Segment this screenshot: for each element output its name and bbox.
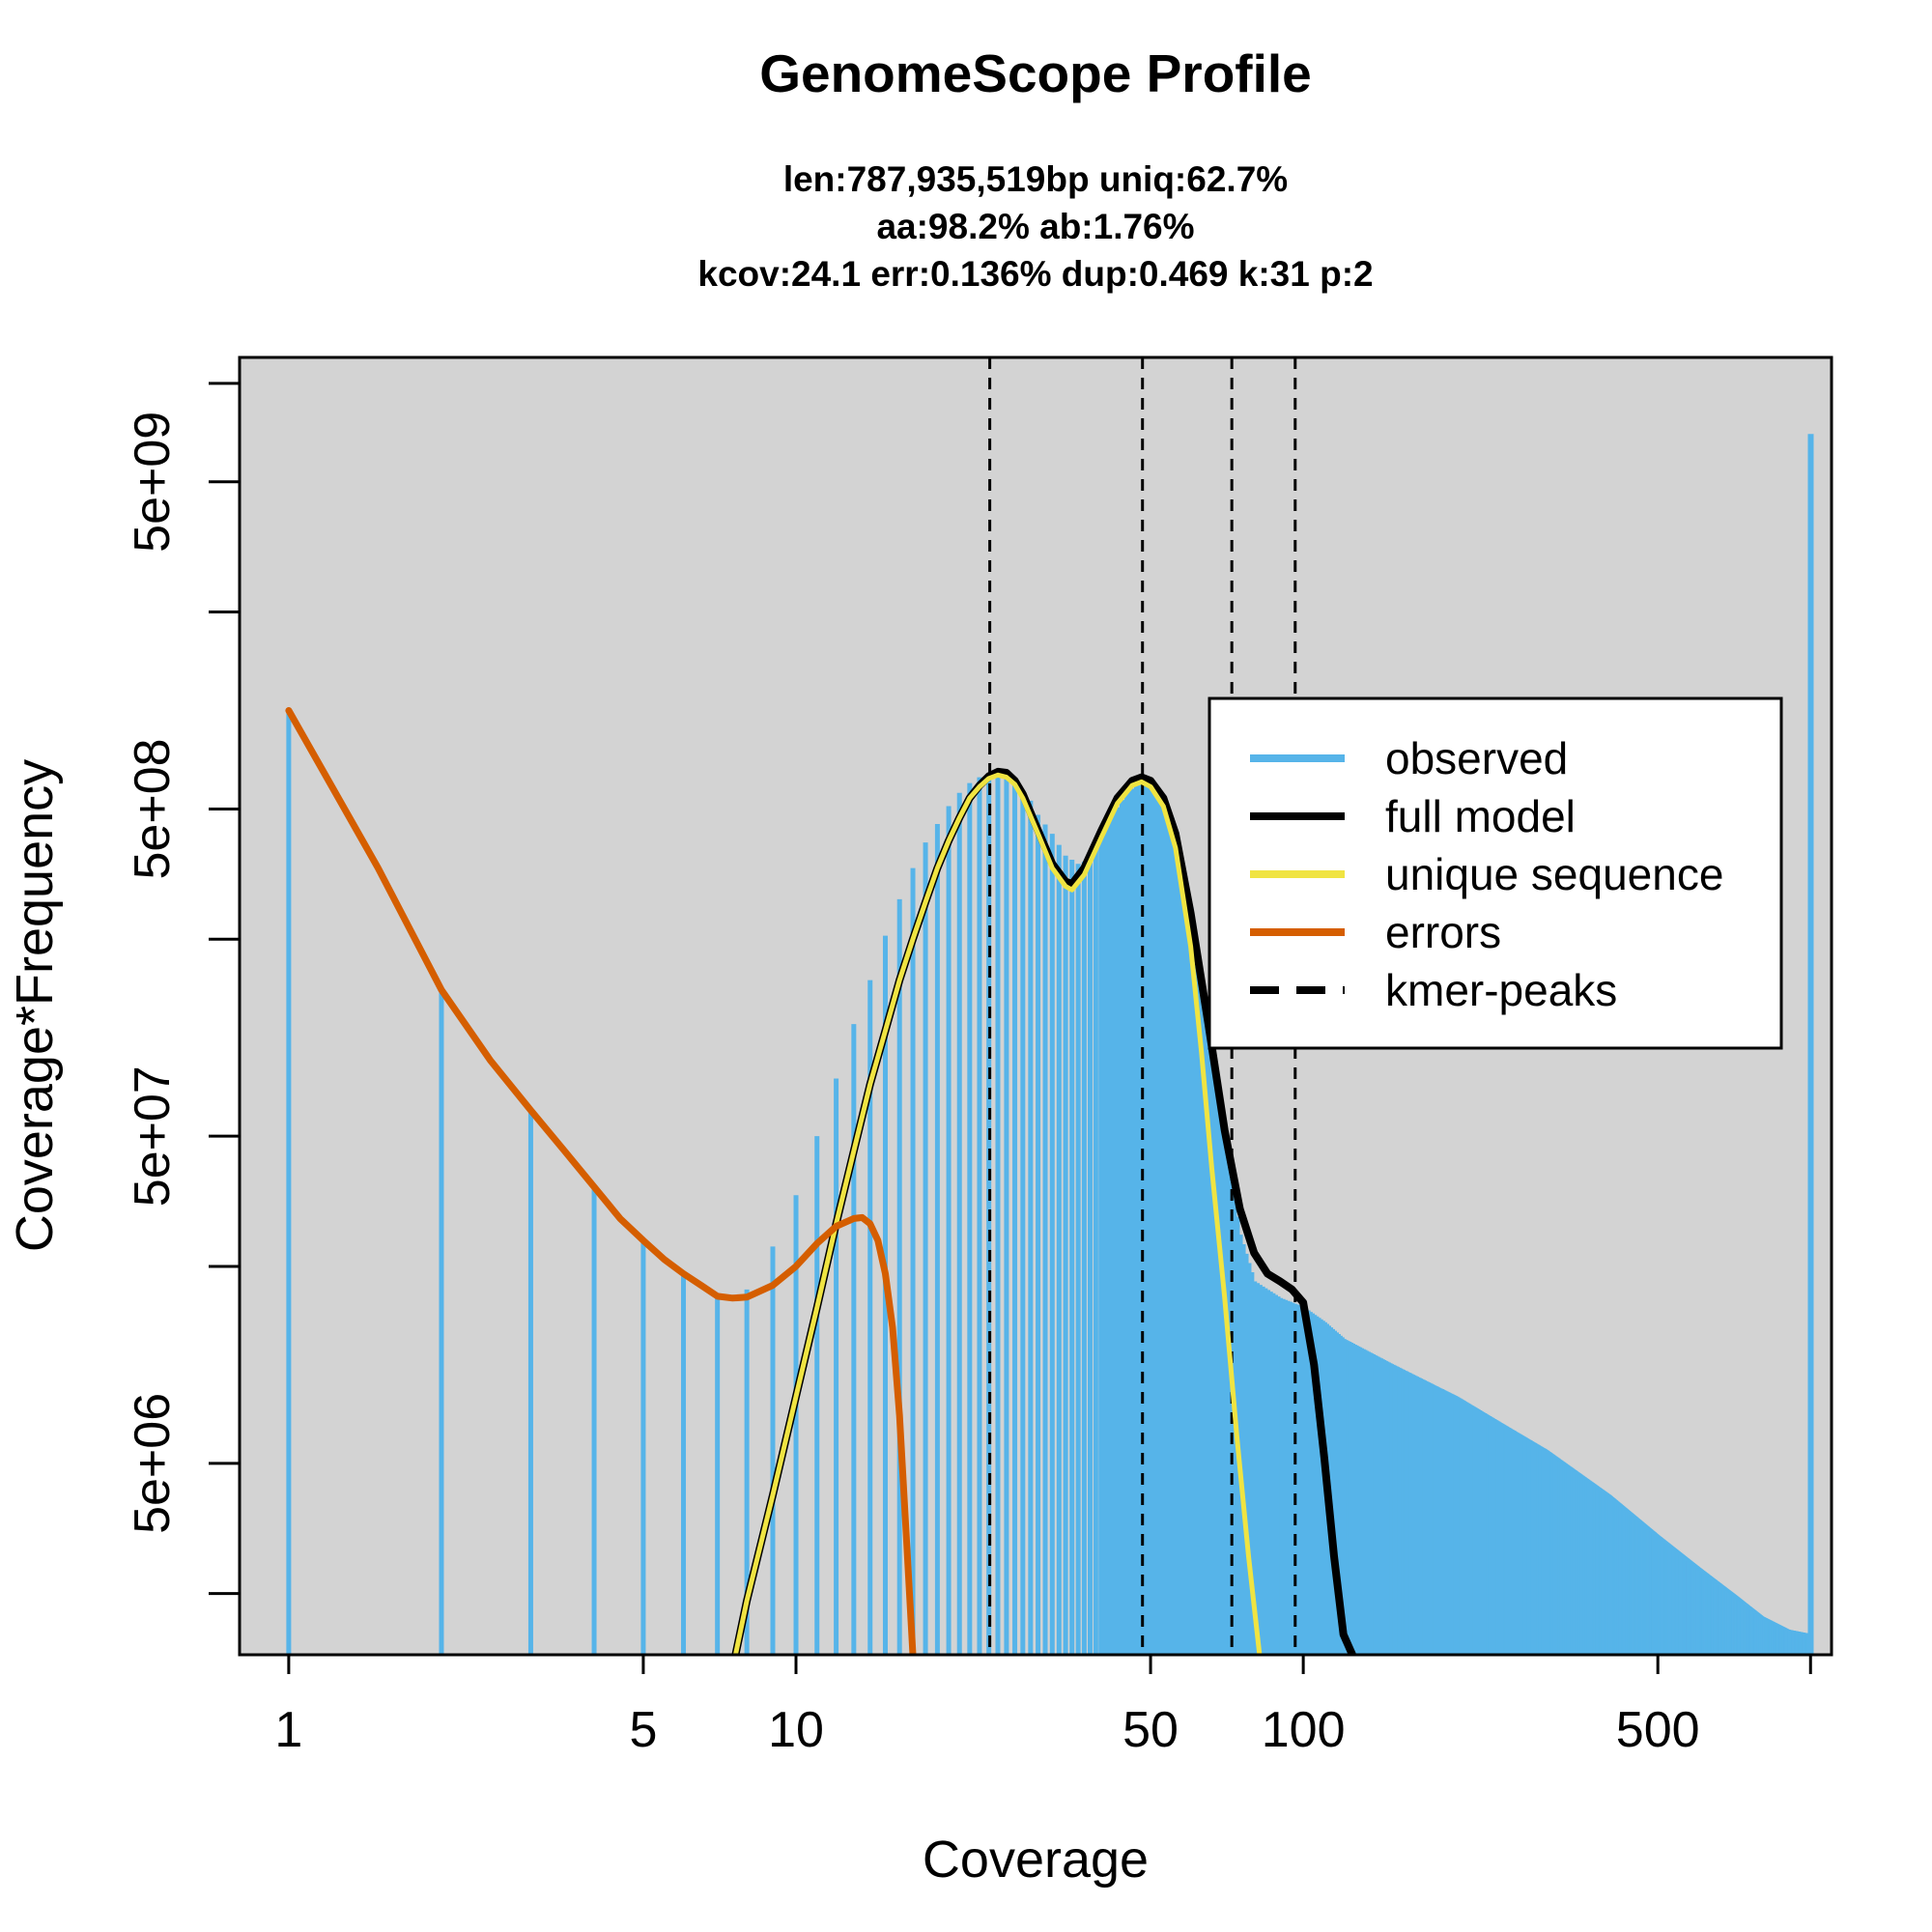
unique-sequence-curve: [732, 772, 1263, 1655]
legend-label: kmer-peaks: [1385, 965, 1617, 1015]
plot-frame: [238, 355, 1833, 1657]
legend-label: unique sequence: [1385, 849, 1723, 899]
model-curves: [285, 707, 1356, 1655]
y-axis-title: Coverage*Frequency: [6, 759, 64, 1252]
y-tick-label: 5e+09: [125, 412, 181, 553]
y-tick-label: 5e+06: [125, 1393, 181, 1534]
chart-title: GenomeScope Profile: [759, 43, 1312, 103]
x-tick-label: 1: [274, 1702, 302, 1758]
observed-series: [286, 434, 1814, 1655]
x-axis: 1 5 10 50 100 500: [274, 1655, 1812, 1758]
y-tick-label: 5e+07: [125, 1065, 181, 1207]
chart-subtitle-line-1: len:787,935,519bp uniq:62.7%: [783, 159, 1288, 199]
chart-subtitle-line-2: aa:98.2% ab:1.76%: [876, 207, 1194, 246]
x-tick-label: 500: [1616, 1702, 1700, 1758]
x-tick-label: 100: [1262, 1702, 1346, 1758]
errors-curve: [285, 707, 917, 1655]
kmer-peaks-series: [988, 357, 1297, 1655]
legend-label: errors: [1385, 907, 1501, 957]
x-tick-label: 10: [768, 1702, 824, 1758]
legend: observed full model unique sequence errors k…: [1208, 696, 1783, 1050]
x-axis-title: Coverage: [923, 1831, 1149, 1889]
legend-label: full model: [1385, 791, 1576, 841]
chart-subtitle-line-3: kcov:24.1 err:0.136% dup:0.469 k:31 p:2: [697, 254, 1373, 294]
x-tick-label: 5: [629, 1702, 657, 1758]
y-axis: 5e+06 5e+07 5e+08 5e+09: [125, 382, 240, 1596]
legend-label: observed: [1385, 733, 1568, 783]
x-tick-label: 50: [1122, 1702, 1179, 1758]
y-tick-label: 5e+08: [125, 738, 181, 879]
